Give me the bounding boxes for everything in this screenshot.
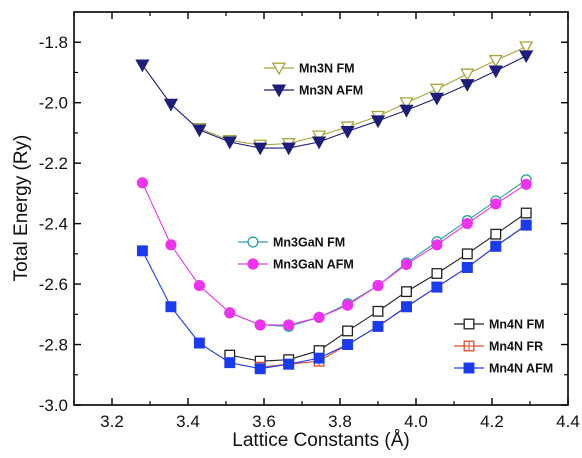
data-point <box>165 301 177 313</box>
legend-label: Mn4N FR <box>489 340 543 354</box>
data-point <box>429 83 445 97</box>
y-tick-label: -2.0 <box>39 94 68 113</box>
data-point <box>254 363 266 375</box>
legend-label: Mn3N FM <box>299 62 355 76</box>
x-tick-label: 3.4 <box>176 412 200 431</box>
legends-layer: Mn3N FM Mn3N AFM Mn3GaN FM Mn3GaN AFM Mn4N F… <box>238 62 553 376</box>
series-mn4n-afm <box>136 219 532 375</box>
data-point <box>224 307 236 319</box>
data-point <box>281 142 296 156</box>
data-point <box>370 115 386 129</box>
legend-entry: Mn4N AFM <box>454 362 553 376</box>
data-point <box>461 261 473 273</box>
data-point <box>429 92 445 106</box>
data-point <box>490 228 502 240</box>
x-tick-label: 3.2 <box>100 412 124 431</box>
legend-label: Mn4N FM <box>489 318 545 332</box>
legend-entry: Mn4N FR <box>454 340 543 354</box>
data-point <box>311 136 327 150</box>
legend-entry: Mn3GaN FM <box>238 236 345 250</box>
data-point <box>431 268 443 279</box>
series-layer <box>135 41 534 375</box>
legend-label: Mn4N AFM <box>489 362 553 376</box>
data-point <box>520 207 532 219</box>
data-point <box>460 79 475 92</box>
data-point <box>313 311 325 323</box>
data-point <box>401 301 412 313</box>
data-point <box>372 320 384 332</box>
data-point <box>372 305 384 317</box>
y-tick-label: -3.0 <box>39 396 68 415</box>
data-point <box>283 319 295 331</box>
x-tick-label: 3.6 <box>252 412 276 431</box>
data-point <box>253 142 268 156</box>
x-axis-title: Lattice Constants (Å) <box>232 430 409 451</box>
data-point <box>460 68 475 82</box>
data-point <box>461 248 473 260</box>
data-point <box>488 54 503 68</box>
y-tick-label: -2.6 <box>39 275 68 294</box>
series-line <box>141 55 527 149</box>
axis-ticks: 3.2 3.4 3.6 3.8 4.0 4.2 4.4 -3.0 -2.8 -2.6 -2.4 -2.… <box>39 12 580 431</box>
data-point <box>400 258 413 270</box>
data-point <box>193 337 205 349</box>
data-point <box>283 358 295 370</box>
data-point <box>490 198 502 210</box>
series-line <box>141 182 527 326</box>
data-point <box>222 136 237 150</box>
series-mn3n-afm <box>135 50 534 156</box>
data-point <box>193 280 205 292</box>
x-tick-label: 4.0 <box>404 412 428 431</box>
x-tick-label: 4.2 <box>480 412 504 431</box>
data-point <box>163 98 179 112</box>
data-point <box>136 245 148 257</box>
legend-entry: Mn3GaN AFM <box>238 258 354 272</box>
data-point <box>192 124 207 138</box>
series-mn3gan-afm <box>136 177 532 331</box>
legend-entry: Mn3N AFM <box>264 84 363 98</box>
data-point <box>520 178 532 190</box>
data-point <box>431 239 443 251</box>
data-point <box>342 325 354 337</box>
data-point <box>342 299 354 311</box>
data-point <box>520 219 532 231</box>
data-point <box>135 59 150 73</box>
data-point <box>313 352 325 364</box>
data-point <box>519 41 534 55</box>
legend-label: Mn3N AFM <box>299 84 363 98</box>
legend-top-center: Mn3N FM Mn3N AFM <box>264 62 363 98</box>
legend-bottom-right: Mn4N FM Mn4N FR Mn4N AFM <box>454 318 553 376</box>
y-axis-title: Total Energy (Ry) <box>11 135 32 282</box>
x-tick-label: 4.4 <box>556 412 580 431</box>
legend-center-left: Mn3GaN FM Mn3GaN AFM <box>238 236 354 272</box>
data-point <box>488 65 503 79</box>
data-point <box>519 50 534 64</box>
legend-label: Mn3GaN AFM <box>273 258 354 272</box>
data-point <box>399 104 414 118</box>
data-point <box>431 281 443 293</box>
data-point <box>461 218 473 230</box>
x-tick-label: 3.8 <box>328 412 352 431</box>
legend-entry: Mn4N FM <box>454 318 545 332</box>
data-point <box>399 97 414 111</box>
data-point <box>401 286 412 298</box>
legend-entry: Mn3N FM <box>264 62 355 76</box>
data-point <box>224 357 236 369</box>
series-mn4n-fm <box>224 207 532 367</box>
data-point <box>372 280 384 292</box>
y-tick-label: -1.8 <box>39 33 68 52</box>
data-point <box>490 240 502 252</box>
data-point <box>136 177 148 189</box>
y-tick-label: -2.4 <box>39 215 68 234</box>
data-point <box>340 125 355 139</box>
y-tick-label: -2.8 <box>39 336 68 355</box>
data-point <box>165 239 177 251</box>
legend-label: Mn3GaN FM <box>273 236 345 250</box>
data-point <box>254 319 266 331</box>
y-tick-label: -2.2 <box>39 154 68 173</box>
data-point <box>342 339 354 350</box>
